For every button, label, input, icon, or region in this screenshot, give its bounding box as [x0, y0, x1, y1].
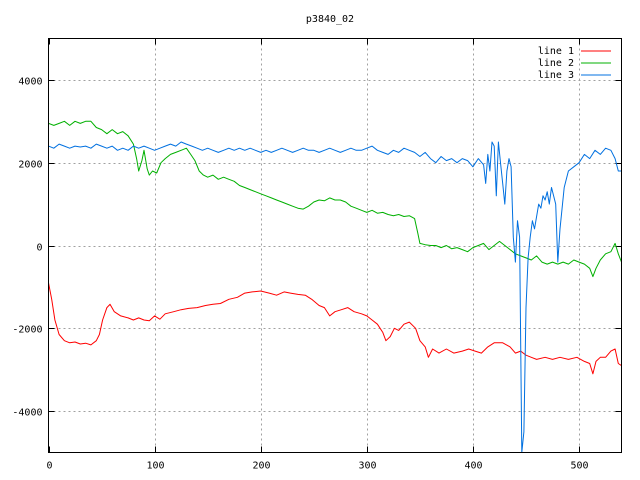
x-tick-label: 500: [570, 461, 588, 472]
series-line-3: [48, 141, 622, 453]
legend-label-2: line 2: [538, 58, 574, 69]
series-line-1: [48, 282, 622, 375]
x-tick-label: 0: [46, 461, 52, 472]
y-tick-label: 0: [36, 243, 42, 254]
series-line-2: [48, 120, 622, 278]
y-tick-label: 4000: [18, 77, 42, 88]
x-tick-label: 300: [358, 461, 376, 472]
legend-label-1: line 1: [538, 46, 574, 57]
x-tick-label: 100: [146, 461, 164, 472]
chart-title: p3840_02: [306, 14, 354, 25]
x-tick-label: 200: [252, 461, 270, 472]
axis-ticks: 0 100 200 300 400 500 -4000 -2000 0 2000 4000: [12, 38, 622, 472]
grid: [48, 38, 622, 453]
y-tick-label: -2000: [12, 325, 42, 336]
legend-label-3: line 3: [538, 70, 574, 81]
series-layer: [48, 120, 622, 453]
y-tick-label: 2000: [18, 160, 42, 171]
x-tick-label: 400: [464, 461, 482, 472]
plot-frame: [48, 38, 622, 453]
y-tick-label: -4000: [12, 408, 42, 419]
